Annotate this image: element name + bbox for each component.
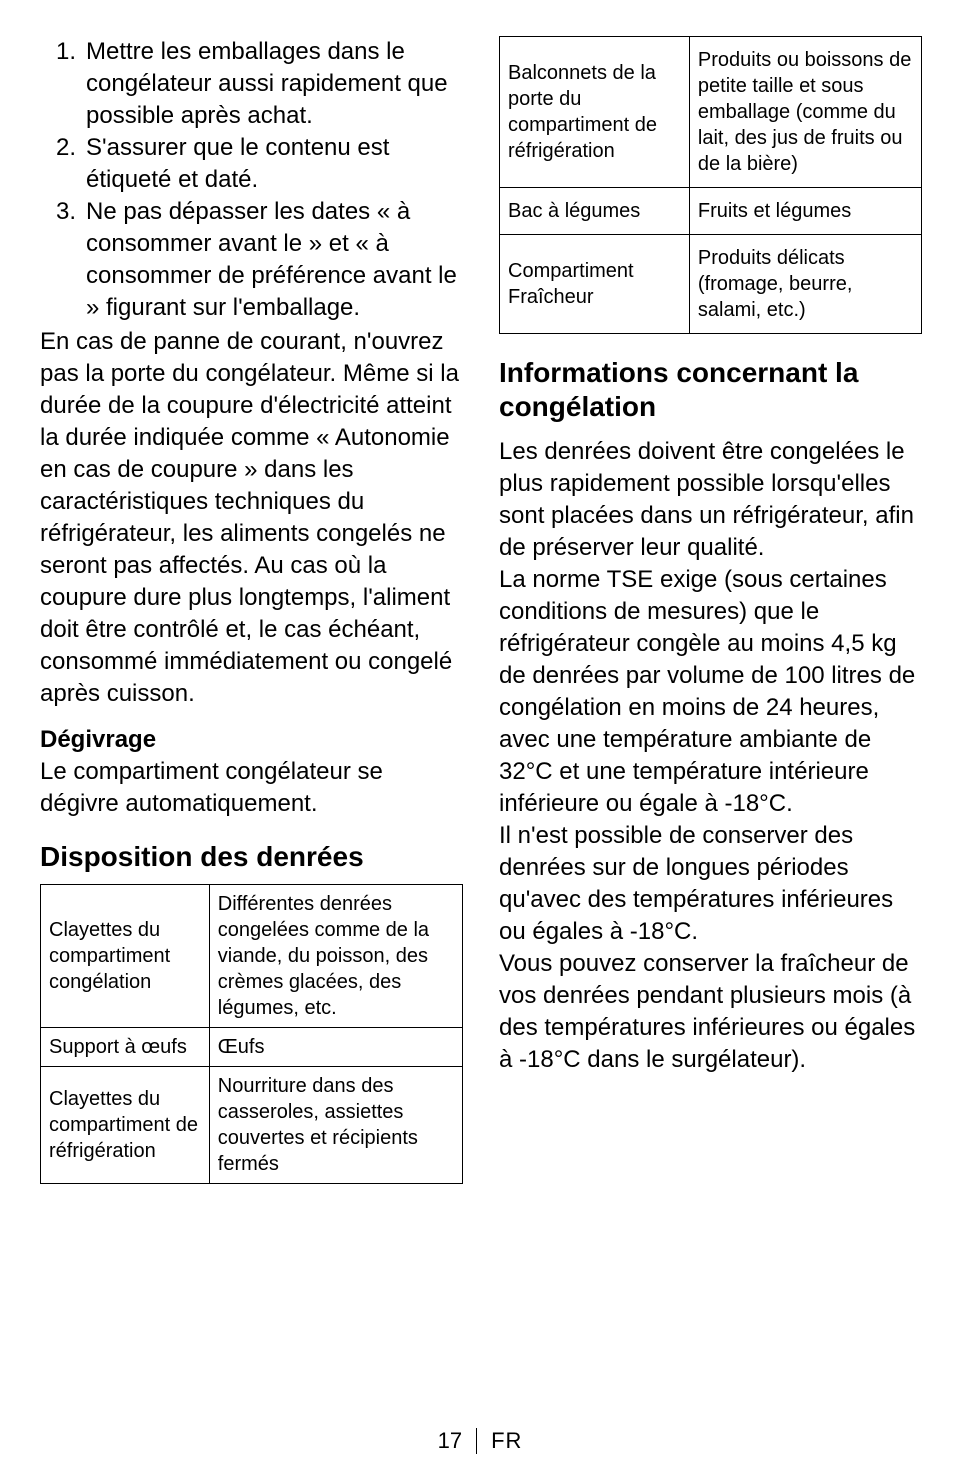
- table-cell-contents: Nourriture dans des casseroles, assiette…: [209, 1067, 462, 1184]
- table-cell-location: Support à œufs: [41, 1028, 210, 1067]
- table-cell-location: Clayettes du compartiment congélation: [41, 885, 210, 1028]
- table-row: Bac à légumes Fruits et légumes: [500, 188, 922, 235]
- table-row: Support à œufs Œufs: [41, 1028, 463, 1067]
- table-cell-location: Compartiment Fraîcheur: [500, 235, 690, 334]
- list-number: 1.: [40, 36, 86, 132]
- storage-heading: Disposition des denrées: [40, 840, 463, 874]
- page-footer: 17 FR: [0, 1428, 960, 1454]
- language-code: FR: [491, 1428, 522, 1454]
- power-outage-paragraph: En cas de panne de courant, n'ouvrez pas…: [40, 326, 463, 710]
- list-text: Mettre les emballages dans le congélateu…: [86, 36, 463, 132]
- table-cell-location: Bac à légumes: [500, 188, 690, 235]
- storage-table-right: Balconnets de la porte du compartiment d…: [499, 36, 922, 334]
- table-row: Compartiment Fraîcheur Produits délicats…: [500, 235, 922, 334]
- table-row: Balconnets de la porte du compartiment d…: [500, 37, 922, 188]
- list-number: 3.: [40, 196, 86, 324]
- footer-separator: [476, 1428, 477, 1454]
- manual-page: 1. Mettre les emballages dans le congéla…: [0, 0, 960, 1482]
- defrost-text: Le compartiment congélateur se dégivre a…: [40, 756, 463, 820]
- table-cell-contents: Produits délicats (fromage, beurre, sala…: [689, 235, 921, 334]
- table-cell-contents: Fruits et légumes: [689, 188, 921, 235]
- defrost-subheading: Dégivrage: [40, 724, 463, 756]
- list-number: 2.: [40, 132, 86, 196]
- numbered-instructions: 1. Mettre les emballages dans le congéla…: [40, 36, 463, 324]
- list-item: 2. S'assurer que le contenu est étiqueté…: [40, 132, 463, 196]
- freezing-paragraph-4: Vous pouvez conserver la fraîcheur de vo…: [499, 948, 922, 1076]
- table-cell-location: Balconnets de la porte du compartiment d…: [500, 37, 690, 188]
- table-cell-location: Clayettes du compartiment de réfrigérati…: [41, 1067, 210, 1184]
- list-text: Ne pas dépasser les dates « à consommer …: [86, 196, 463, 324]
- freezing-paragraph-3: Il n'est possible de conserver des denré…: [499, 820, 922, 948]
- right-column: Balconnets de la porte du compartiment d…: [499, 36, 922, 1184]
- table-cell-contents: Différentes denrées congelées comme de l…: [209, 885, 462, 1028]
- freezing-paragraph-1: Les denrées doivent être congelées le pl…: [499, 436, 922, 564]
- left-column: 1. Mettre les emballages dans le congéla…: [40, 36, 463, 1184]
- freezing-info-heading: Informations concernant la congélation: [499, 356, 922, 424]
- list-text: S'assurer que le contenu est étiqueté et…: [86, 132, 463, 196]
- page-number: 17: [438, 1428, 462, 1454]
- two-column-layout: 1. Mettre les emballages dans le congéla…: [40, 36, 922, 1184]
- table-cell-contents: Produits ou boissons de petite taille et…: [689, 37, 921, 188]
- table-row: Clayettes du compartiment congélation Di…: [41, 885, 463, 1028]
- freezing-paragraph-2: La norme TSE exige (sous certaines condi…: [499, 564, 922, 820]
- table-row: Clayettes du compartiment de réfrigérati…: [41, 1067, 463, 1184]
- list-item: 1. Mettre les emballages dans le congéla…: [40, 36, 463, 132]
- table-cell-contents: Œufs: [209, 1028, 462, 1067]
- list-item: 3. Ne pas dépasser les dates « à consomm…: [40, 196, 463, 324]
- storage-table-left: Clayettes du compartiment congélation Di…: [40, 884, 463, 1184]
